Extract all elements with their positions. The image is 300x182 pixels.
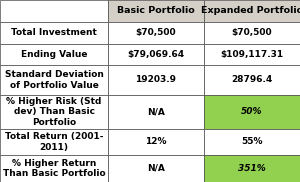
Text: 50%: 50%	[241, 107, 263, 116]
Bar	[204, 94, 300, 129]
Text: $109,117.31: $109,117.31	[220, 50, 284, 59]
Text: Basic Portfolio: Basic Portfolio	[117, 6, 195, 15]
Bar	[108, 155, 204, 182]
Bar	[108, 94, 204, 129]
Bar	[204, 0, 300, 22]
Text: Total Investment: Total Investment	[11, 28, 97, 37]
Bar	[108, 0, 204, 22]
Text: N/A: N/A	[147, 164, 165, 173]
Text: Ending Value: Ending Value	[21, 50, 87, 59]
Text: Standard Deviation
of Portfolio Value: Standard Deviation of Portfolio Value	[4, 70, 103, 90]
Bar	[204, 43, 300, 65]
Text: % Higher Risk (Std
dev) Than Basic
Portfolio: % Higher Risk (Std dev) Than Basic Portf…	[6, 97, 102, 127]
Text: N/A: N/A	[147, 107, 165, 116]
Text: 12%: 12%	[145, 137, 167, 147]
Text: $79,069.64: $79,069.64	[128, 50, 184, 59]
Text: % Higher Return
Than Basic Portfolio: % Higher Return Than Basic Portfolio	[3, 159, 105, 178]
Text: 28796.4: 28796.4	[231, 75, 273, 84]
Bar	[108, 129, 204, 155]
Bar	[0, 65, 108, 94]
Bar	[0, 43, 108, 65]
Bar	[0, 22, 108, 43]
Bar	[0, 0, 108, 22]
Bar	[204, 129, 300, 155]
Text: $70,500: $70,500	[232, 28, 272, 37]
Bar	[204, 155, 300, 182]
Bar	[204, 65, 300, 94]
Text: 351%: 351%	[238, 164, 266, 173]
Text: Expanded Portfolio: Expanded Portfolio	[201, 6, 300, 15]
Bar	[108, 43, 204, 65]
Bar	[0, 94, 108, 129]
Bar	[204, 22, 300, 43]
Text: $70,500: $70,500	[136, 28, 176, 37]
Bar	[0, 129, 108, 155]
Text: 55%: 55%	[241, 137, 263, 147]
Bar	[108, 65, 204, 94]
Text: Total Return (2001-
2011): Total Return (2001- 2011)	[5, 132, 103, 152]
Bar	[108, 22, 204, 43]
Bar	[0, 155, 108, 182]
Text: 19203.9: 19203.9	[136, 75, 176, 84]
